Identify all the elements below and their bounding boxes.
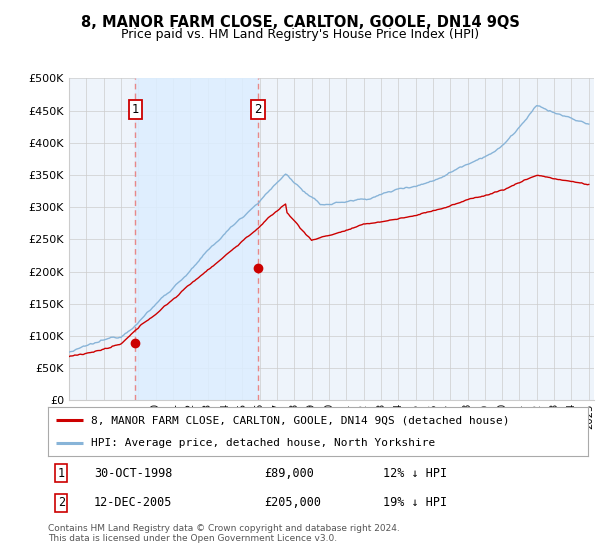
Text: 1: 1 <box>58 467 65 480</box>
Text: 2: 2 <box>254 103 262 116</box>
Text: Price paid vs. HM Land Registry's House Price Index (HPI): Price paid vs. HM Land Registry's House … <box>121 28 479 41</box>
Text: HPI: Average price, detached house, North Yorkshire: HPI: Average price, detached house, Nort… <box>91 438 436 448</box>
Text: 8, MANOR FARM CLOSE, CARLTON, GOOLE, DN14 9QS (detached house): 8, MANOR FARM CLOSE, CARLTON, GOOLE, DN1… <box>91 416 510 426</box>
Text: 30-OCT-1998: 30-OCT-1998 <box>94 467 172 480</box>
Text: 12% ↓ HPI: 12% ↓ HPI <box>383 467 447 480</box>
Text: 1: 1 <box>131 103 139 116</box>
Text: £205,000: £205,000 <box>264 496 321 509</box>
Text: 19% ↓ HPI: 19% ↓ HPI <box>383 496 447 509</box>
Text: 12-DEC-2005: 12-DEC-2005 <box>94 496 172 509</box>
Bar <box>136 78 258 400</box>
Text: Contains HM Land Registry data © Crown copyright and database right 2024.
This d: Contains HM Land Registry data © Crown c… <box>48 524 400 543</box>
Text: £89,000: £89,000 <box>264 467 314 480</box>
Text: 2: 2 <box>58 496 65 509</box>
Text: 8, MANOR FARM CLOSE, CARLTON, GOOLE, DN14 9QS: 8, MANOR FARM CLOSE, CARLTON, GOOLE, DN1… <box>80 15 520 30</box>
